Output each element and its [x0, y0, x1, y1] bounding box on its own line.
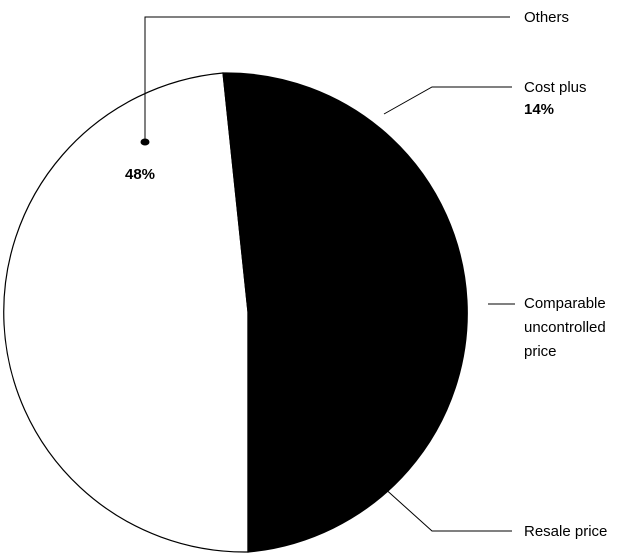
leader-line-others: [144, 16, 510, 141]
label-cost-plus: Cost plus: [524, 79, 587, 96]
value-label-cost-plus: 14%: [524, 101, 554, 118]
label-cup-line1: Comparable: [524, 295, 606, 312]
leader-dot-others: [140, 138, 150, 146]
black-slice: [222, 72, 468, 553]
leader-line-cost-plus: [383, 86, 512, 115]
leader-line-resale: [381, 485, 512, 532]
label-cup-line3: price: [524, 343, 557, 360]
label-resale: Resale price: [524, 523, 607, 540]
label-cup-line2: uncontrolled: [524, 319, 606, 336]
value-label-others: 48%: [125, 166, 155, 183]
white-slice: [3, 72, 249, 553]
label-others: Others: [524, 9, 569, 26]
